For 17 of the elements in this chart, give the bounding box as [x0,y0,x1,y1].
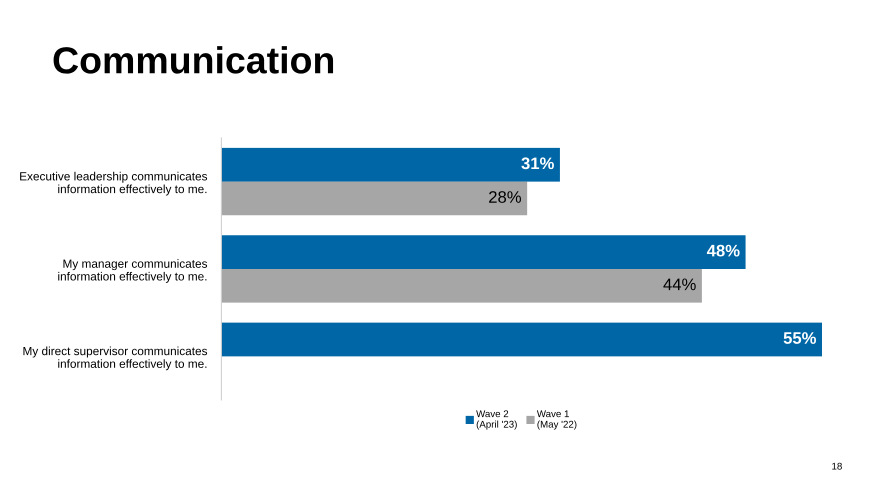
bar [221,235,746,269]
legend-label: Wave 1 (May '22) [536,410,576,430]
text: 18 [832,462,842,470]
data-label: 31% [521,157,554,170]
chart-title: Communication [54,46,334,74]
y-tick-label: Executive leadership communicates information effectively to me. [20,172,208,196]
bar [221,182,528,216]
data-label: 55% [784,332,816,344]
bar [221,268,702,303]
y-tick-label: My manager communicates information effectively to me. [58,259,208,283]
bar [221,322,822,356]
data-label: 44% [663,278,696,290]
bar [221,148,560,182]
y-tick-label: My direct supervisor communicates information effectively to me. [23,346,208,370]
data-label: 28% [489,191,522,203]
legend-label: Wave 2 (April '23) [476,410,517,430]
data-label: 48% [706,244,740,257]
